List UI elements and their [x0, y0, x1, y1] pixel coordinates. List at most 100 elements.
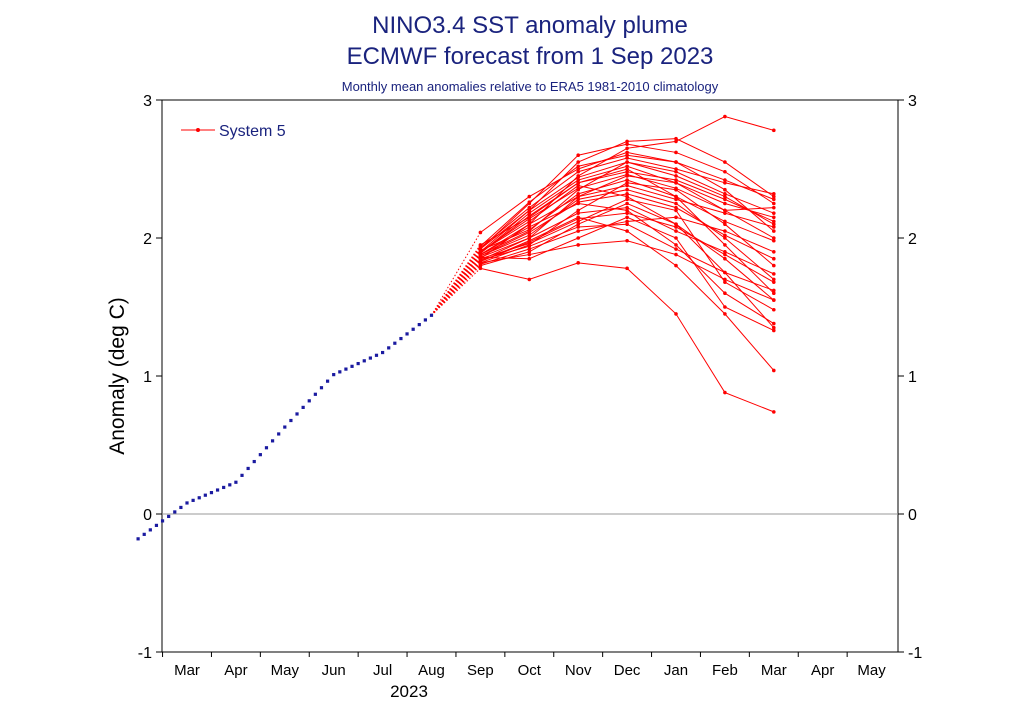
forecast-point — [527, 214, 532, 218]
observed-point — [374, 353, 379, 357]
forecast-point — [723, 256, 727, 261]
forecast-point — [674, 236, 678, 240]
x-tick-label: Dec — [614, 662, 641, 679]
forecast-point — [625, 169, 629, 174]
forecast-point — [576, 175, 580, 180]
forecast-point — [674, 167, 678, 171]
forecast-point — [772, 211, 776, 215]
forecast-point — [527, 216, 532, 221]
observed-point — [423, 318, 427, 322]
chart-title: NINO3.4 SST anomaly plume — [372, 12, 688, 39]
forecast-connector — [431, 267, 481, 316]
forecast-point — [674, 247, 678, 251]
forecast-point — [772, 194, 776, 199]
observed-point — [234, 480, 238, 484]
forecast-point — [625, 142, 629, 146]
x-tick-label: Aug — [418, 662, 445, 679]
forecast-point — [772, 250, 776, 254]
observed-point — [332, 373, 336, 377]
forecast-point — [478, 266, 483, 271]
plot-frame — [161, 99, 899, 653]
legend-label: System 5 — [219, 123, 286, 140]
forecast-point — [723, 208, 727, 213]
forecast-connector — [431, 265, 481, 316]
forecast-point — [723, 250, 727, 254]
forecast-point — [527, 225, 532, 229]
forecast-connector — [431, 248, 481, 316]
forecast-point — [772, 325, 776, 330]
observed-point — [270, 439, 275, 443]
forecast-point — [625, 160, 629, 164]
forecast-point — [576, 200, 580, 204]
forecast-point — [674, 169, 678, 174]
x-tick-label: Apr — [811, 662, 834, 679]
forecast-point — [478, 247, 483, 251]
y-tick-label-left: 0 — [143, 507, 152, 524]
forecast-point — [625, 266, 629, 271]
forecast-point — [625, 215, 629, 220]
forecast-point — [527, 250, 532, 254]
observed-point — [185, 501, 189, 505]
legend: System 5 — [181, 123, 286, 140]
forecast-point — [576, 192, 580, 196]
forecast-point — [674, 136, 678, 141]
forecast-point — [772, 328, 776, 333]
observed-point — [246, 466, 250, 471]
forecast-point — [576, 183, 580, 188]
observed-point — [411, 327, 415, 331]
observed-point — [356, 361, 360, 366]
observed-point — [362, 359, 366, 363]
observed-point — [429, 313, 434, 317]
forecast-point — [772, 298, 776, 302]
y-tick-label-left: -1 — [138, 645, 152, 662]
forecast-point — [723, 252, 727, 257]
y-tick-label-right: 2 — [908, 231, 917, 248]
forecast-point — [625, 192, 629, 196]
forecast-point — [576, 153, 580, 157]
forecast-point — [527, 208, 532, 213]
observed-point — [301, 405, 305, 409]
forecast-point — [772, 368, 776, 373]
forecast-connector — [431, 250, 481, 316]
y-tick-label-left: 1 — [143, 369, 152, 386]
forecast-point — [576, 194, 580, 199]
forecast-point — [772, 263, 776, 268]
forecast-connector — [431, 255, 481, 316]
forecast-point — [723, 194, 727, 199]
y-tick-label-right: -1 — [908, 645, 922, 662]
x-tick-label: Mar — [761, 662, 787, 679]
forecast-point — [674, 215, 678, 220]
observed-point — [393, 341, 397, 345]
forecast-point — [576, 261, 580, 265]
forecast-point — [723, 192, 727, 196]
forecast-point — [674, 201, 678, 206]
forecast-connector — [431, 232, 481, 316]
forecast-point — [625, 194, 629, 199]
forecast-point — [625, 208, 629, 213]
forecast-point — [625, 172, 629, 177]
forecast-point — [674, 194, 678, 199]
forecast-connector — [431, 251, 481, 316]
forecast-point — [576, 229, 580, 233]
forecast-point — [527, 211, 532, 215]
observed-point — [154, 523, 159, 527]
forecast-point — [772, 205, 776, 210]
forecast-point — [723, 280, 727, 284]
forecast-point — [625, 156, 629, 160]
observed-point — [344, 367, 348, 371]
forecast-point — [674, 186, 678, 191]
forecast-point — [576, 169, 580, 174]
forecast-point — [527, 240, 532, 244]
forecast-point — [723, 211, 727, 215]
forecast-point — [625, 181, 629, 185]
forecast-point — [674, 243, 678, 247]
forecast-point — [625, 187, 629, 192]
forecast-point — [527, 230, 532, 235]
forecast-connector — [431, 245, 481, 316]
year-label: 2023 — [390, 682, 428, 701]
x-tick-label: Nov — [565, 662, 592, 679]
forecast-point — [772, 256, 776, 261]
forecast-point — [772, 277, 776, 282]
forecast-point — [772, 215, 776, 220]
observed-point — [252, 459, 256, 464]
